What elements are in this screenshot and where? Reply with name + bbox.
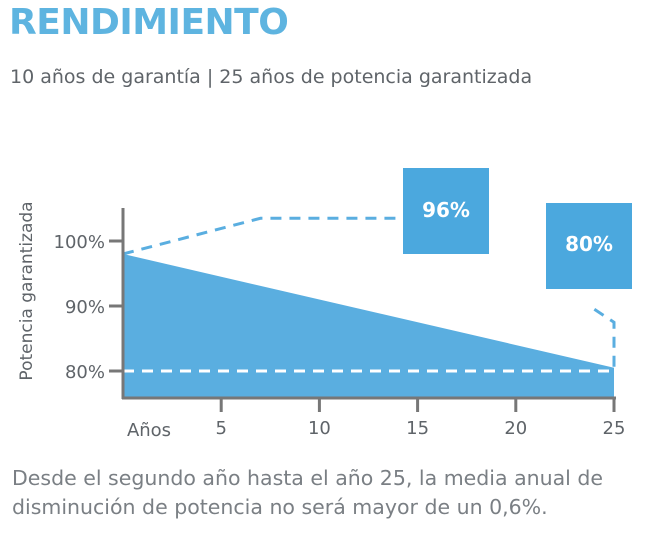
x-tick-label: 5 — [215, 418, 226, 439]
y-tick-label: 80% — [65, 362, 105, 383]
x-tick-label: 15 — [406, 418, 429, 439]
footnote-line-1: Desde el segundo año hasta el año 25, la… — [12, 466, 604, 490]
footnote-line-2: disminución de potencia no será mayor de… — [12, 495, 548, 519]
y-tick-label: 100% — [54, 232, 105, 253]
y-ticks: 80% 90% 100% — [54, 232, 123, 383]
y-tick-label: 90% — [65, 297, 105, 318]
x-tick-label: 20 — [504, 418, 527, 439]
page-title: RENDIMIENTO — [9, 2, 289, 43]
annotation-label-96: 96% — [422, 198, 470, 222]
performance-chart: 80% 90% 100% 5 10 15 20 25 Potencia garantizad… — [17, 168, 632, 441]
end-dashed-line — [593, 307, 616, 371]
annotation-label-80: 80% — [565, 232, 613, 256]
guarantee-dashed-line — [122, 216, 418, 256]
y-axis-label: Potencia garantizada — [17, 201, 37, 380]
footnote: Desde el segundo año hasta el año 25, la… — [12, 464, 662, 522]
x-tick-label: 25 — [603, 418, 626, 439]
subtitle: 10 años de garantía | 25 años de potenci… — [10, 66, 533, 88]
x-ticks: 5 10 15 20 25 — [215, 398, 625, 439]
x-axis-label: Años — [127, 420, 171, 441]
annotation-box-80 — [546, 203, 632, 289]
performance-area — [123, 254, 614, 398]
annotation-box-96 — [403, 168, 489, 254]
x-tick-label: 10 — [308, 418, 331, 439]
